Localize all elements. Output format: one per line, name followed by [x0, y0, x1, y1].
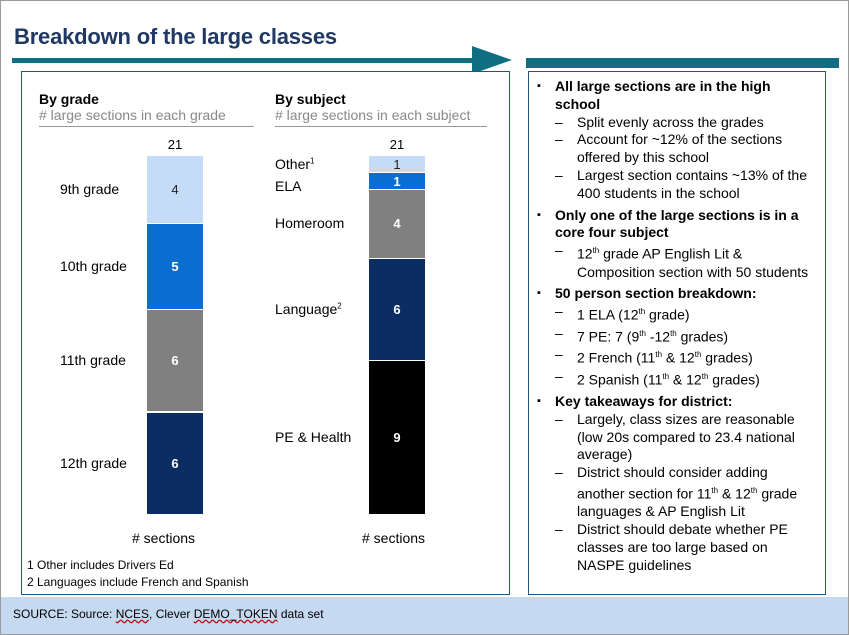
bar-segment: 4 [147, 156, 203, 224]
subject-chart-xlabel: # sections [362, 530, 426, 546]
title-underline [12, 58, 484, 63]
category-label: ELA [275, 177, 302, 194]
subject-chart-title: By subject [275, 91, 346, 107]
bullet-item: Largest section contains ~13% of the 400… [537, 167, 819, 203]
source-mid: , Clever [149, 607, 194, 621]
source-note: SOURCE: Source: NCES, Clever DEMO_TOKEN … [13, 607, 324, 621]
source-prefix: SOURCE: Source: [13, 607, 116, 621]
bullet-item: Split evenly across the grades [537, 114, 819, 132]
category-label: PE & Health [275, 429, 352, 446]
bar-segment: 1 [369, 173, 425, 190]
takeaways-panel: All large sections are in the high schoo… [528, 71, 826, 595]
charts-panel: By grade # large sections in each grade … [21, 71, 510, 595]
bullet-item: District should consider adding another … [537, 464, 819, 521]
page-title: Breakdown of the large classes [14, 24, 337, 49]
category-label: Language2 [275, 300, 342, 317]
bar-total-label: 21 [167, 137, 183, 152]
category-label: Homeroom [275, 215, 345, 232]
source-bar [1, 597, 848, 634]
grade-chart-rule [39, 126, 254, 127]
bar-segment: 4 [369, 190, 425, 258]
category-label: 10th grade [60, 258, 127, 275]
footnote-languages: 2 Languages include French and Spanish [27, 575, 249, 589]
bar-segment: 6 [147, 309, 203, 412]
bar-total-label: 21 [389, 137, 405, 152]
subject-chart-subtitle: # large sections in each subject [275, 107, 471, 123]
source-suffix: data set [277, 607, 324, 621]
bullet-item: 1 ELA (12th grade) [537, 303, 819, 324]
category-label: 9th grade [60, 181, 120, 198]
bullet-item: 2 Spanish (11th & 12th grades) [537, 368, 819, 389]
bullet-item: 12th grade AP English Lit & Composition … [537, 242, 819, 281]
bullet-heading: Only one of the large sections is in a c… [537, 207, 819, 243]
grade-chart-xlabel: # sections [132, 530, 196, 546]
bar-segment: 5 [147, 224, 203, 309]
bar-segment: 6 [369, 258, 425, 361]
bullet-item: Largely, class sizes are reasonable (low… [537, 411, 819, 464]
bullet-heading: All large sections are in the high schoo… [537, 78, 819, 114]
grade-chart-title: By grade [39, 91, 99, 107]
source-nces: NCES [115, 607, 150, 621]
source-token: DEMO_TOKEN [193, 607, 278, 621]
bar-segment: 6 [147, 412, 203, 515]
category-label: 11th grade [60, 352, 126, 369]
right-header-bar [526, 58, 839, 68]
grade-chart-subtitle: # large sections in each grade [39, 107, 226, 123]
bullet-item: Account for ~12% of the sections offered… [537, 131, 819, 167]
category-label: Other1 [275, 155, 315, 172]
footnote-other: 1 Other includes Drivers Ed [27, 558, 174, 572]
bar-segment: 1 [369, 156, 425, 173]
category-label: 12th grade [60, 454, 127, 471]
bullet-heading: 50 person section breakdown: [537, 285, 819, 303]
subject-chart-rule [275, 126, 487, 127]
bullet-item: 2 French (11th & 12th grades) [537, 346, 819, 367]
bullet-heading: Key takeaways for district: [537, 393, 819, 411]
title-arrow-icon [472, 46, 512, 74]
bar-segment: 9 [369, 361, 425, 515]
bullet-item: District should debate whether PE classe… [537, 521, 819, 574]
takeaways-list: All large sections are in the high schoo… [537, 78, 819, 575]
bullet-item: 7 PE: 7 (9th -12th grades) [537, 325, 819, 346]
